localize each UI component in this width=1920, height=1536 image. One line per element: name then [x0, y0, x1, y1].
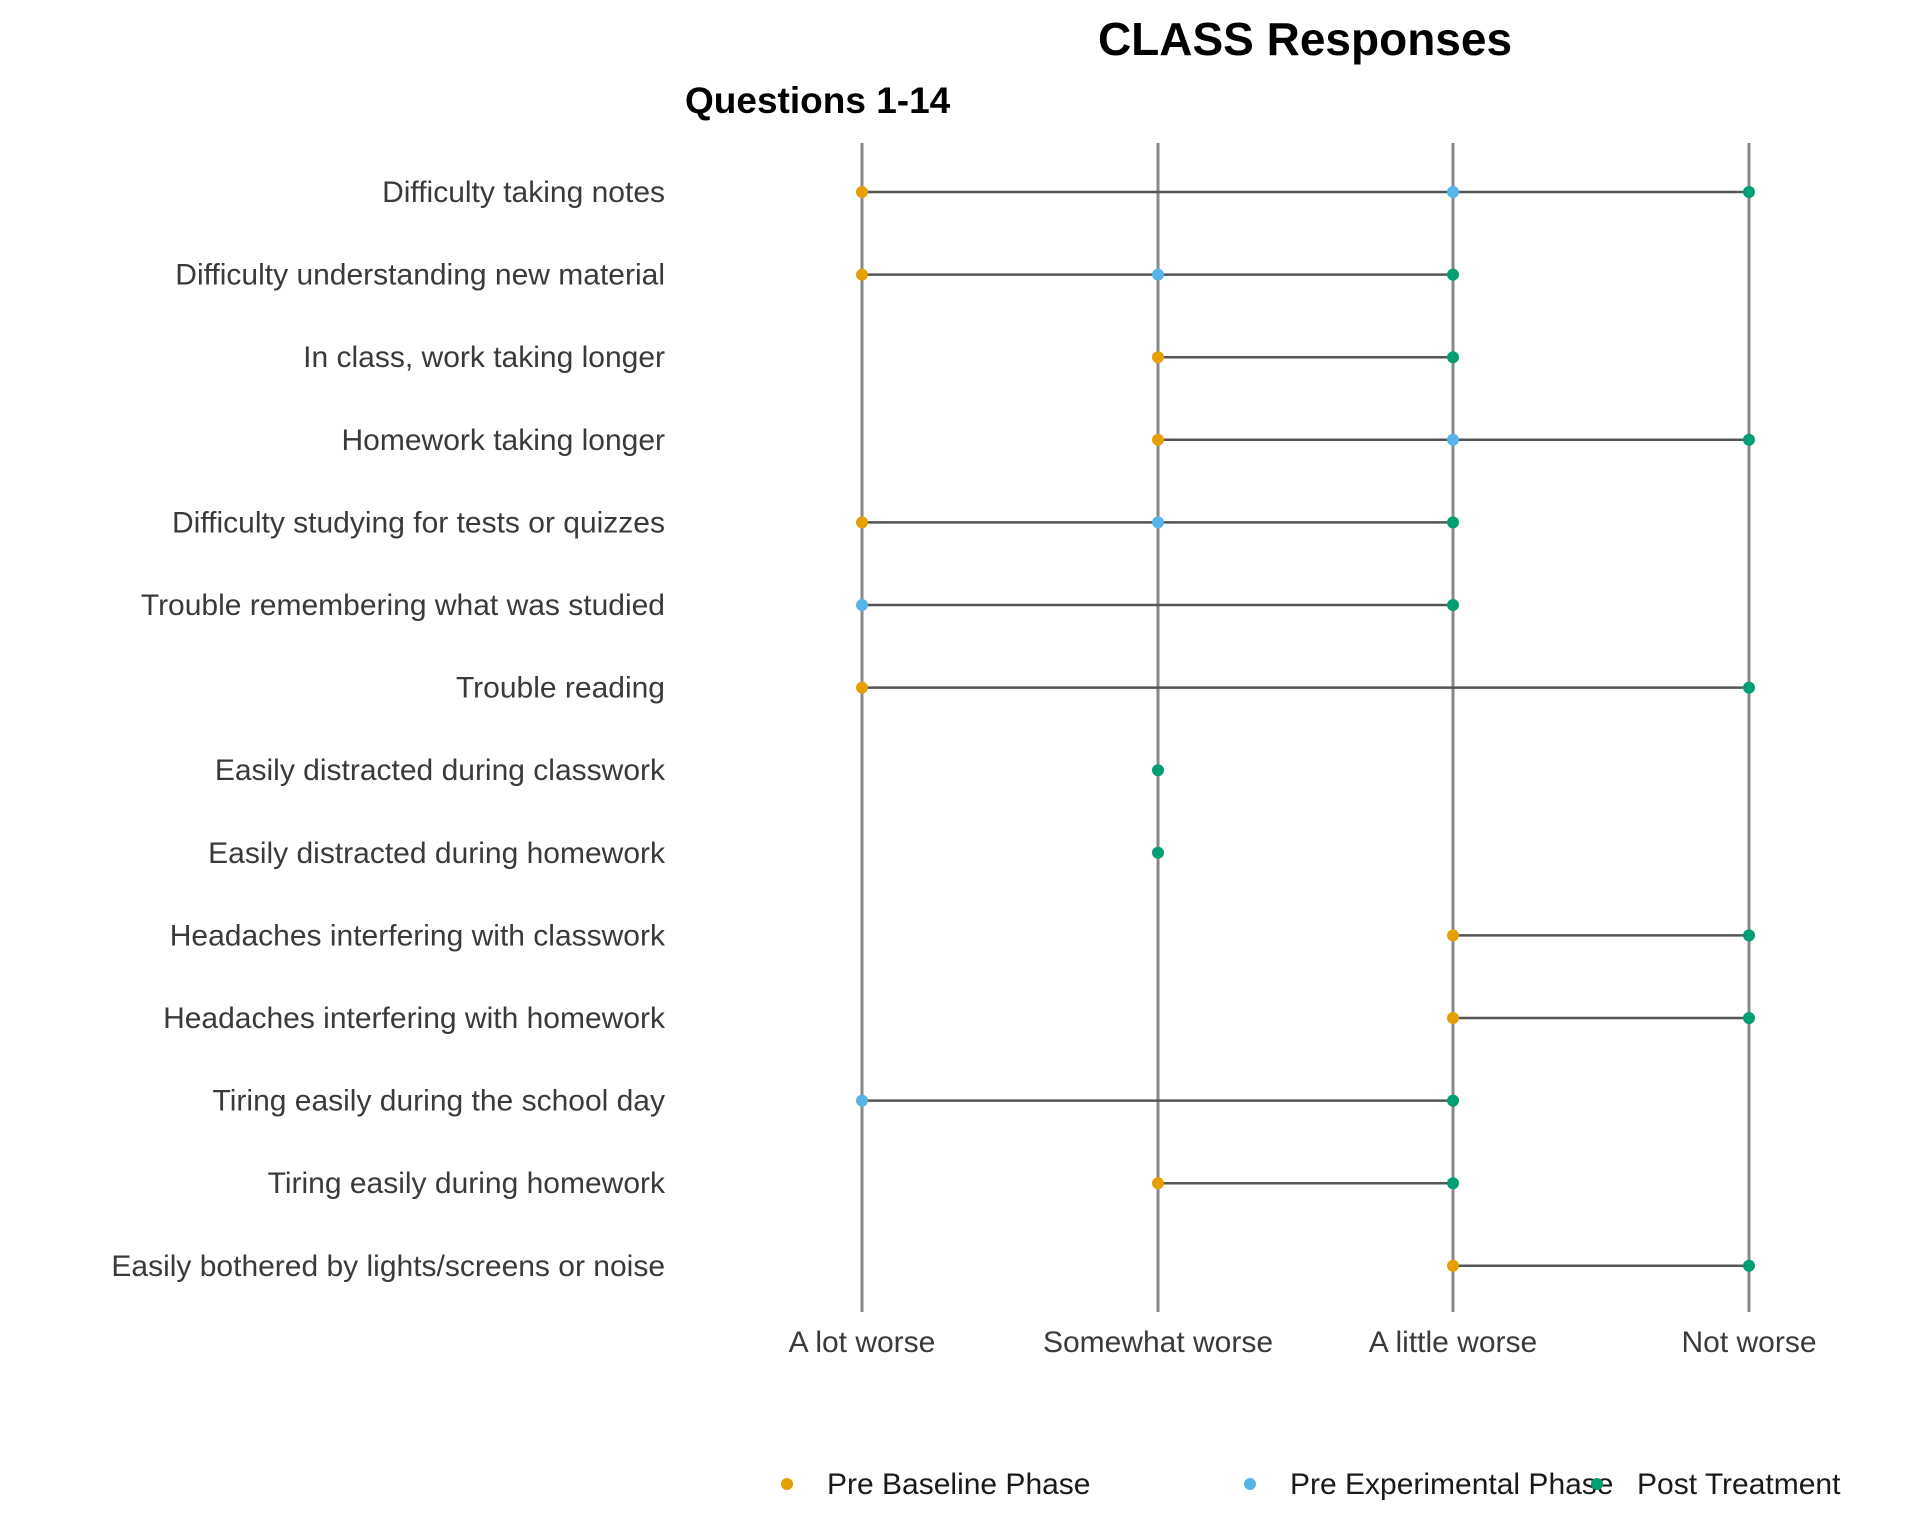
- data-point: [1152, 1177, 1164, 1190]
- y-tick-label: Difficulty understanding new material: [175, 259, 665, 292]
- data-point: [1152, 846, 1164, 859]
- x-axis-labels: A lot worse Somewhat worse A little worse N…: [789, 1326, 1817, 1359]
- y-tick-label: Difficulty taking notes: [382, 176, 665, 209]
- data-point: [856, 599, 868, 611]
- y-tick-label: Easily distracted during classwork: [215, 754, 666, 787]
- y-tick-label: Homework taking longer: [342, 424, 665, 457]
- legend-marker: [1244, 1478, 1256, 1490]
- legend-label: Pre Baseline Phase: [827, 1468, 1091, 1501]
- data-point: [1447, 268, 1459, 281]
- chart-title: CLASS Responses: [1098, 13, 1512, 65]
- data-point: [856, 186, 868, 198]
- data-point: [1447, 1259, 1459, 1272]
- data-point: [1447, 433, 1459, 446]
- chart-subtitle: Questions 1-14: [685, 80, 951, 121]
- y-tick-label: Trouble remembering what was studied: [141, 589, 665, 622]
- y-tick-label: Easily bothered by lights/screens or noi…: [111, 1250, 665, 1283]
- data-point: [1743, 433, 1755, 446]
- data-point: [1447, 929, 1459, 942]
- connector-lines: [862, 190, 1749, 1268]
- data-point: [856, 268, 868, 281]
- data-point: [1152, 351, 1164, 364]
- data-point: [1447, 1094, 1459, 1107]
- grid: [860, 143, 1751, 1312]
- data-points: [856, 186, 1755, 1272]
- legend-marker: [781, 1478, 793, 1490]
- data-point: [856, 516, 868, 529]
- data-point: [856, 1094, 868, 1107]
- x-tick-label: Somewhat worse: [1043, 1326, 1273, 1359]
- y-tick-label: Headaches interfering with homework: [163, 1002, 666, 1035]
- x-tick-label: A little worse: [1369, 1326, 1537, 1359]
- data-point: [1447, 516, 1459, 529]
- legend-label: Pre Experimental Phase: [1290, 1468, 1614, 1501]
- legend: Pre Baseline Phase Pre Experimental Phase…: [781, 1468, 1841, 1501]
- data-point: [856, 681, 868, 694]
- data-point: [1743, 929, 1755, 942]
- data-point: [1743, 1259, 1755, 1272]
- y-tick-label: Headaches interfering with classwork: [170, 919, 666, 952]
- y-tick-label: Tiring easily during the school day: [213, 1085, 665, 1118]
- y-tick-label: Easily distracted during homework: [208, 837, 666, 870]
- x-tick-label: Not worse: [1681, 1326, 1816, 1359]
- y-axis-labels: Difficulty taking notes Difficulty unders…: [111, 176, 666, 1283]
- data-point: [1447, 186, 1459, 198]
- legend-marker: [1591, 1478, 1603, 1490]
- data-point: [1447, 599, 1459, 611]
- data-point: [1447, 351, 1459, 364]
- data-point: [1743, 186, 1755, 198]
- data-point: [1152, 764, 1164, 777]
- data-point: [1152, 516, 1164, 529]
- data-point: [1152, 268, 1164, 281]
- legend-label: Post Treatment: [1637, 1468, 1841, 1501]
- x-tick-label: A lot worse: [789, 1326, 936, 1359]
- y-tick-label: Tiring easily during homework: [268, 1167, 666, 1200]
- data-point: [1447, 1177, 1459, 1190]
- y-tick-label: In class, work taking longer: [303, 341, 665, 374]
- y-tick-label: Trouble reading: [456, 672, 665, 705]
- data-point: [1152, 433, 1164, 446]
- data-point: [1743, 1012, 1755, 1024]
- y-tick-label: Difficulty studying for tests or quizzes: [172, 506, 665, 539]
- data-point: [1743, 681, 1755, 694]
- data-point: [1447, 1012, 1459, 1024]
